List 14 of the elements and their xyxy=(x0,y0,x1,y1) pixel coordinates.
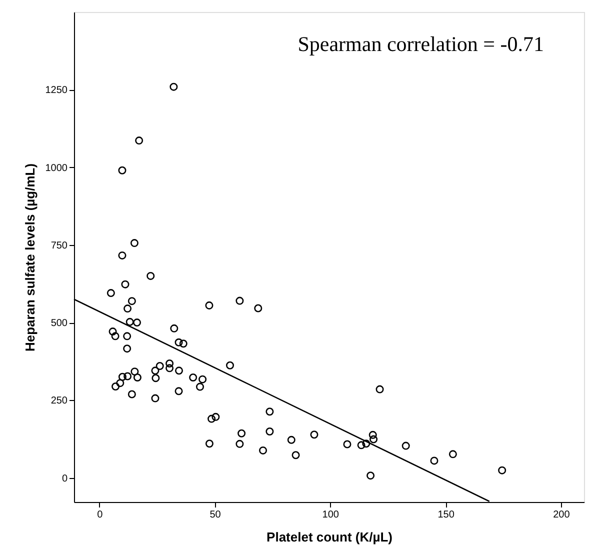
x-tick-label: 50 xyxy=(210,510,222,520)
y-tick-label: 250 xyxy=(50,396,68,407)
x-axis-title: Platelet count (K/µL) xyxy=(266,530,392,544)
x-tick-label: 0 xyxy=(97,510,104,520)
y-tick-label: 750 xyxy=(50,240,68,252)
y-tick-label: 1250 xyxy=(45,85,68,96)
y-axis-title: Heparan sulfate levels (µg/mL) xyxy=(22,163,38,352)
x-tick-label: 100 xyxy=(322,510,340,520)
x-tick-label: 200 xyxy=(553,510,570,520)
y-tick-label: 500 xyxy=(50,318,68,330)
y-tick-label: 1000 xyxy=(45,162,68,174)
annotation: Spearman correlation = -0.71 xyxy=(298,32,544,56)
y-tick-label: 0 xyxy=(62,473,68,484)
x-tick-label: 150 xyxy=(438,510,455,520)
